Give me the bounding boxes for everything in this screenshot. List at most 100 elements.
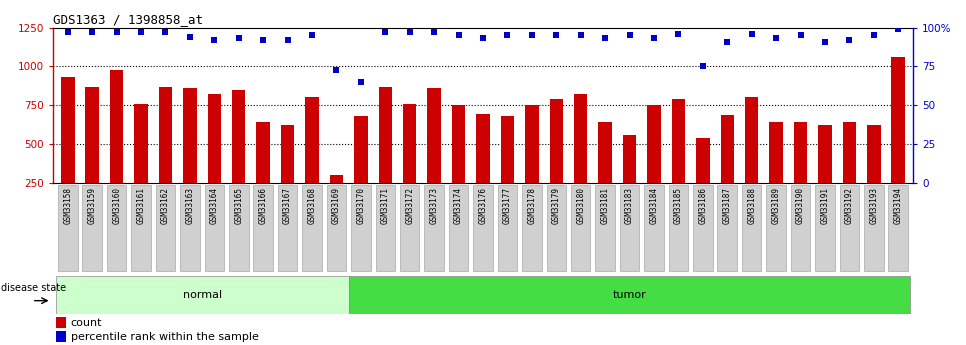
Point bbox=[646, 36, 662, 41]
Bar bbox=[671, 99, 685, 183]
Point bbox=[451, 32, 467, 38]
Bar bbox=[476, 114, 490, 183]
Text: GSM33166: GSM33166 bbox=[259, 187, 268, 224]
Bar bbox=[256, 122, 270, 183]
Bar bbox=[547, 185, 566, 271]
Text: GSM33162: GSM33162 bbox=[161, 187, 170, 224]
Bar bbox=[253, 185, 273, 271]
Bar bbox=[497, 185, 517, 271]
Point bbox=[670, 31, 686, 37]
Bar bbox=[427, 88, 440, 183]
Text: GSM33184: GSM33184 bbox=[649, 187, 659, 224]
Bar bbox=[791, 185, 810, 271]
Bar bbox=[889, 185, 908, 271]
Bar bbox=[818, 125, 832, 183]
Point bbox=[133, 29, 149, 35]
Text: GSM33189: GSM33189 bbox=[772, 187, 781, 224]
Bar bbox=[574, 94, 587, 183]
Point bbox=[573, 32, 588, 38]
Point bbox=[475, 36, 491, 41]
Point bbox=[622, 32, 638, 38]
Bar bbox=[56, 331, 67, 342]
Bar bbox=[867, 125, 880, 183]
Bar bbox=[158, 87, 172, 183]
Bar bbox=[721, 115, 734, 183]
Text: GSM33164: GSM33164 bbox=[210, 187, 219, 224]
Point bbox=[841, 37, 857, 43]
Text: GSM33181: GSM33181 bbox=[601, 187, 610, 224]
Bar bbox=[745, 97, 758, 183]
Bar bbox=[864, 185, 884, 271]
Point bbox=[402, 29, 417, 35]
Text: percentile rank within the sample: percentile rank within the sample bbox=[71, 332, 258, 342]
Text: GSM33168: GSM33168 bbox=[307, 187, 317, 224]
Point bbox=[304, 32, 320, 38]
Point bbox=[696, 63, 711, 69]
Bar bbox=[742, 185, 761, 271]
Point bbox=[60, 29, 75, 35]
Bar bbox=[550, 99, 563, 183]
Bar bbox=[58, 185, 77, 271]
Text: GSM33163: GSM33163 bbox=[185, 187, 194, 224]
Point bbox=[744, 31, 759, 37]
Bar bbox=[500, 116, 514, 183]
Bar bbox=[379, 87, 392, 183]
Bar bbox=[281, 125, 295, 183]
Bar bbox=[180, 185, 200, 271]
Bar bbox=[696, 138, 710, 183]
Point bbox=[378, 29, 393, 35]
Text: GSM33194: GSM33194 bbox=[894, 187, 902, 224]
Bar bbox=[329, 175, 343, 183]
Bar bbox=[815, 185, 835, 271]
Text: GSM33167: GSM33167 bbox=[283, 187, 292, 224]
Text: GSM33193: GSM33193 bbox=[869, 187, 878, 224]
Bar bbox=[131, 185, 151, 271]
Bar bbox=[449, 185, 469, 271]
Bar bbox=[522, 185, 542, 271]
Bar bbox=[349, 276, 910, 314]
Bar bbox=[647, 105, 661, 183]
Point bbox=[525, 32, 540, 38]
Bar bbox=[86, 87, 99, 183]
Point bbox=[207, 37, 222, 43]
Text: GSM33169: GSM33169 bbox=[332, 187, 341, 224]
Bar bbox=[595, 185, 615, 271]
Bar bbox=[232, 90, 245, 183]
Text: GSM33190: GSM33190 bbox=[796, 187, 805, 224]
Bar bbox=[794, 122, 808, 183]
Point bbox=[109, 29, 125, 35]
Text: disease state: disease state bbox=[1, 283, 67, 293]
Point bbox=[768, 36, 783, 41]
Bar bbox=[571, 185, 590, 271]
Point bbox=[720, 39, 735, 44]
Text: GSM33165: GSM33165 bbox=[235, 187, 243, 224]
Bar bbox=[205, 185, 224, 271]
Bar bbox=[839, 185, 859, 271]
Text: GSM33160: GSM33160 bbox=[112, 187, 121, 224]
Text: normal: normal bbox=[183, 290, 221, 300]
Text: GSM33186: GSM33186 bbox=[698, 187, 707, 224]
Bar bbox=[452, 105, 466, 183]
Bar bbox=[302, 185, 322, 271]
Point bbox=[817, 39, 833, 44]
Point bbox=[231, 36, 246, 41]
Text: GSM33171: GSM33171 bbox=[381, 187, 390, 224]
Bar bbox=[327, 185, 346, 271]
Point bbox=[793, 32, 809, 38]
Bar bbox=[229, 185, 248, 271]
Bar bbox=[110, 70, 124, 183]
Bar bbox=[526, 105, 539, 183]
Bar bbox=[668, 185, 688, 271]
Point bbox=[157, 29, 173, 35]
Point bbox=[597, 36, 612, 41]
Point bbox=[255, 37, 270, 43]
Point bbox=[549, 32, 564, 38]
Text: GSM33192: GSM33192 bbox=[845, 187, 854, 224]
Bar bbox=[473, 185, 493, 271]
Bar bbox=[892, 57, 905, 183]
Text: GSM33159: GSM33159 bbox=[88, 187, 97, 224]
Bar bbox=[56, 276, 349, 314]
Text: GSM33183: GSM33183 bbox=[625, 187, 634, 224]
Bar bbox=[376, 185, 395, 271]
Point bbox=[280, 37, 296, 43]
